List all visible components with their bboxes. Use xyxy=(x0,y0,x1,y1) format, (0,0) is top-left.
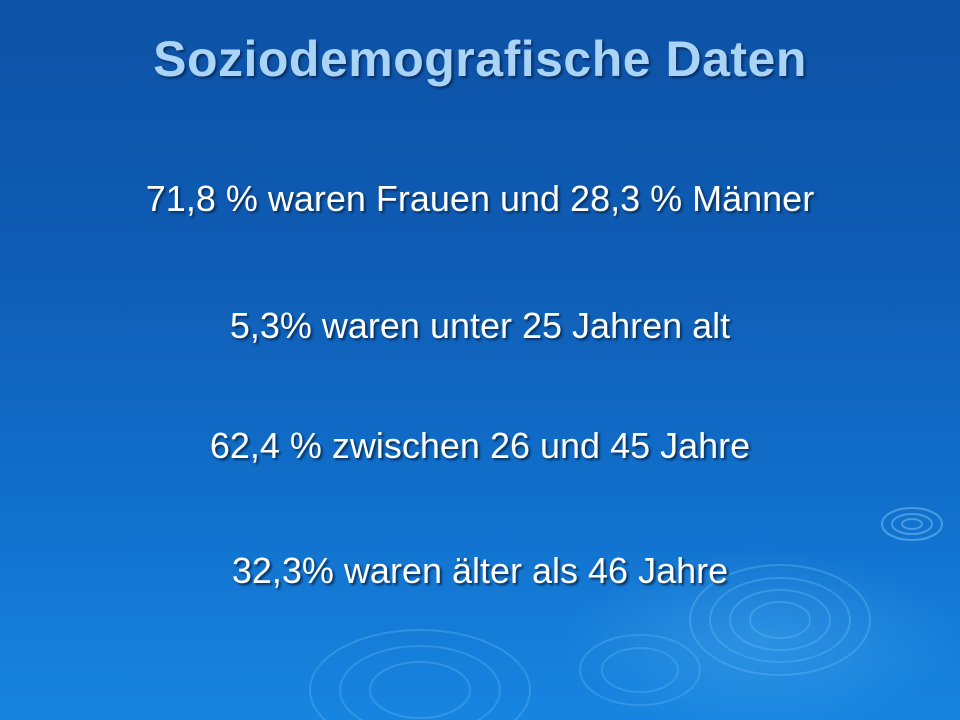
text-line-gender: 71,8 % waren Frauen und 28,3 % Männer xyxy=(145,178,815,219)
text-line-26-45: 62,4 % zwischen 26 und 45 Jahre xyxy=(209,425,751,466)
text-line-under-25: 5,3% waren unter 25 Jahren alt xyxy=(229,305,731,346)
slide-title: Soziodemografische Daten xyxy=(153,31,807,87)
text-line-over-46: 32,3% waren älter als 46 Jahre xyxy=(231,550,729,591)
